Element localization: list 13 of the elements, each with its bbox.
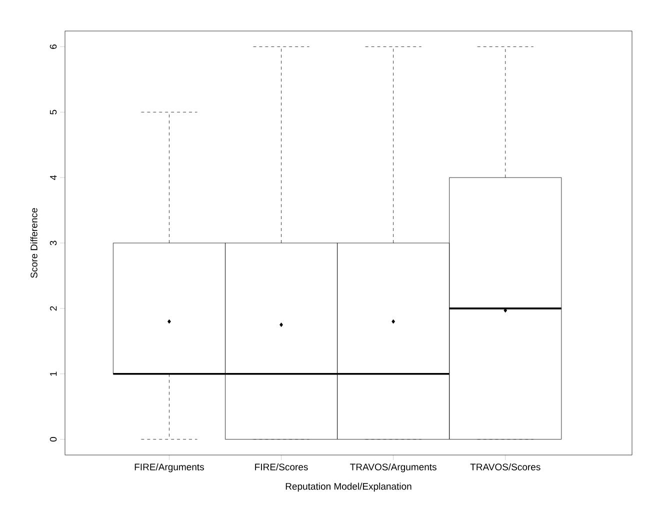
y-tick-label: 6: [50, 44, 57, 49]
x-tick-label: TRAVOS/Arguments: [350, 463, 436, 472]
x-tick-label: FIRE/Arguments: [134, 463, 204, 472]
y-tick-label: 4: [50, 175, 57, 180]
y-tick-label: 3: [50, 240, 57, 246]
x-axis-title: Reputation Model/Explanation: [286, 482, 412, 492]
y-tick-label: 2: [50, 306, 57, 311]
y-tick-label: 1: [50, 372, 57, 376]
x-tick-label: TRAVOS/Scores: [470, 463, 540, 470]
y-tick-label: 5: [50, 110, 57, 114]
x-tick-label: FIRE/Scores: [255, 463, 308, 470]
y-axis-title: Score Difference: [30, 208, 38, 278]
y-tick-label: 0: [50, 437, 57, 442]
